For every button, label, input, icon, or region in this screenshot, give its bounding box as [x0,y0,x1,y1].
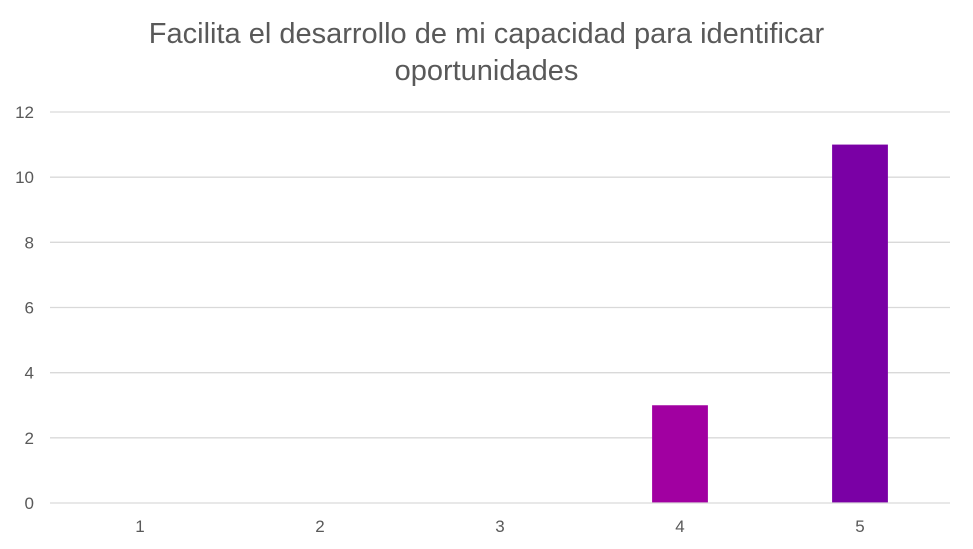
x-tick-label: 4 [675,517,684,536]
chart-title-line-2: oportunidades [395,55,579,87]
y-tick-label: 0 [25,494,34,513]
x-tick-label: 2 [315,517,324,536]
bars [652,144,888,504]
y-tick-label: 4 [25,364,34,383]
x-tick-label: 3 [495,517,504,536]
x-axis-tick-labels: 1 2 3 4 5 [135,517,864,536]
bar-4 [652,405,708,503]
y-axis-tick-labels: 0 2 4 6 8 10 12 [15,103,34,513]
y-tick-label: 8 [25,233,34,252]
chart-title-line-1: Facilita el desarrollo de mi capacidad p… [149,18,825,50]
y-tick-label: 2 [25,429,34,448]
gridlines [50,111,950,439]
y-tick-label: 6 [25,299,34,318]
y-tick-label: 12 [15,103,34,122]
bar-5 [832,144,888,504]
x-tick-label: 1 [135,517,144,536]
x-tick-label: 5 [855,517,864,536]
y-tick-label: 10 [15,168,34,187]
